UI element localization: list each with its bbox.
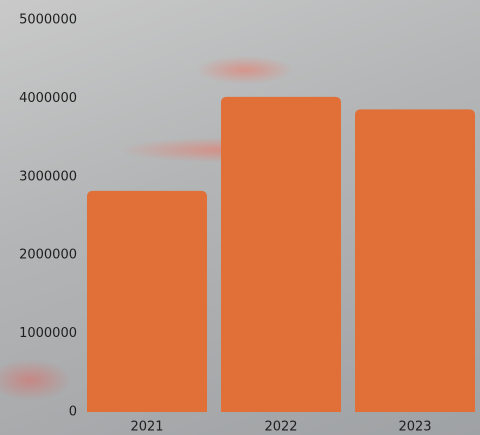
y-tick-label: 1000000 [19,326,77,341]
bar [87,190,207,412]
bar [355,109,475,412]
y-tick-label: 5000000 [19,13,77,28]
y-tick-label: 0 [69,405,77,420]
x-tick-label: 2022 [264,420,297,435]
y-tick-label: 2000000 [19,248,77,263]
x-tick-label: 2021 [130,420,163,435]
y-tick-label: 3000000 [19,169,77,184]
y-tick-label: 4000000 [19,91,77,106]
x-tick-label: 2023 [398,420,431,435]
bar [221,96,341,412]
